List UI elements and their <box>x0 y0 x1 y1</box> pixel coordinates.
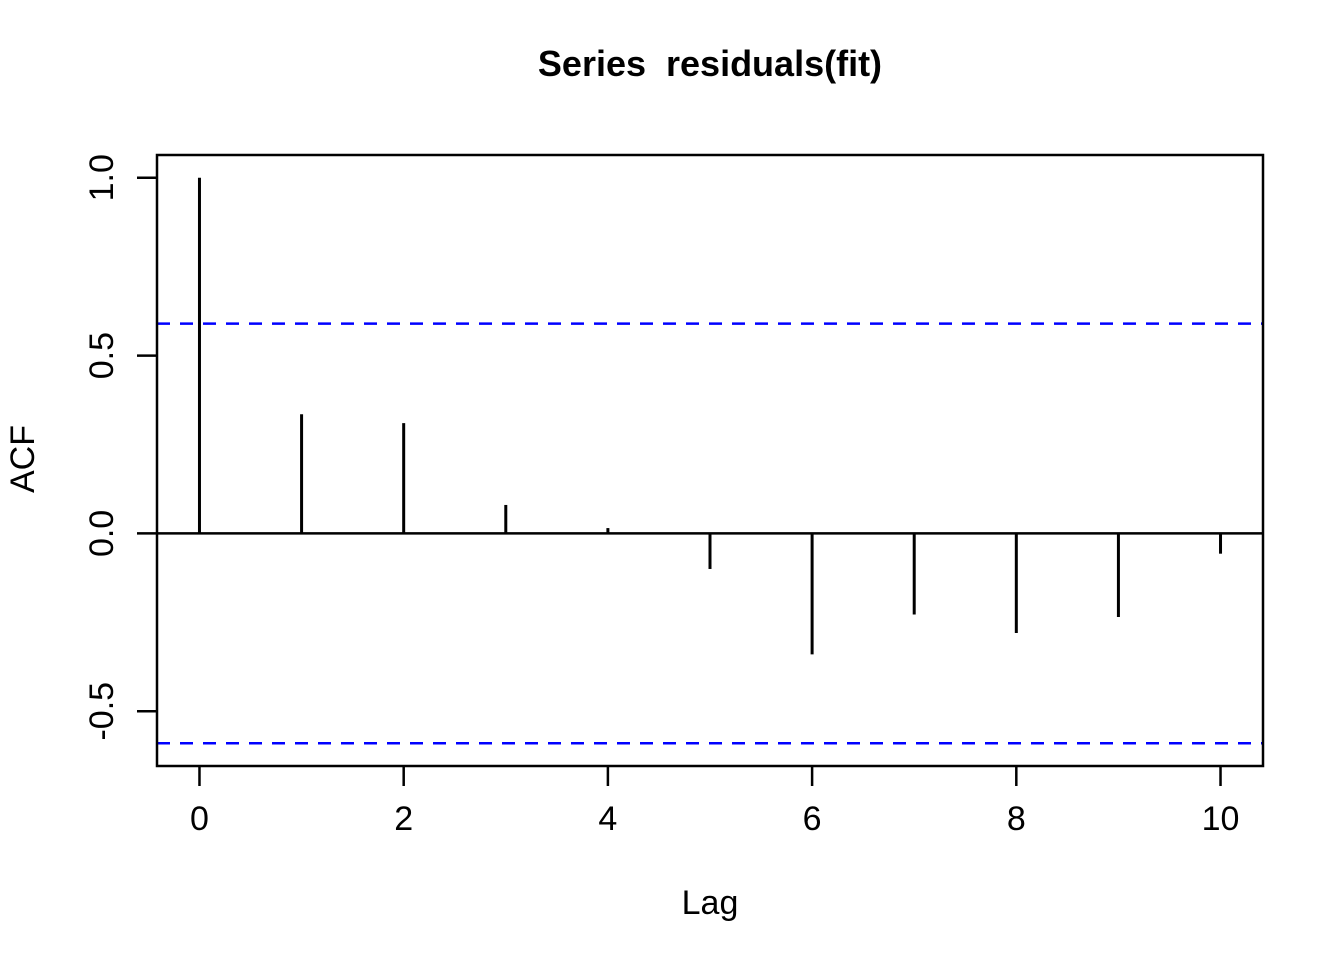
plot-border <box>155 153 1265 768</box>
x-axis-title: Lag <box>681 884 739 922</box>
y-tick-label-1.0: 1.0 <box>83 154 121 201</box>
x-tick-label-6: 6 <box>803 800 822 838</box>
x-tick-label-4: 4 <box>598 800 617 838</box>
y-axis-title: ACF <box>4 425 42 493</box>
x-tick-label-10: 10 <box>1202 800 1240 838</box>
x-tick-label-8: 8 <box>1007 800 1026 838</box>
x-tick-label-0: 0 <box>190 800 209 838</box>
y-tick-label-0.0: 0.0 <box>83 510 121 557</box>
x-tick-label-2: 2 <box>394 800 413 838</box>
y-tick-label--0.5: -0.5 <box>83 682 121 741</box>
chart-title: Series residuals(fit) <box>537 43 883 84</box>
y-tick-label-0.5: 0.5 <box>83 332 121 379</box>
